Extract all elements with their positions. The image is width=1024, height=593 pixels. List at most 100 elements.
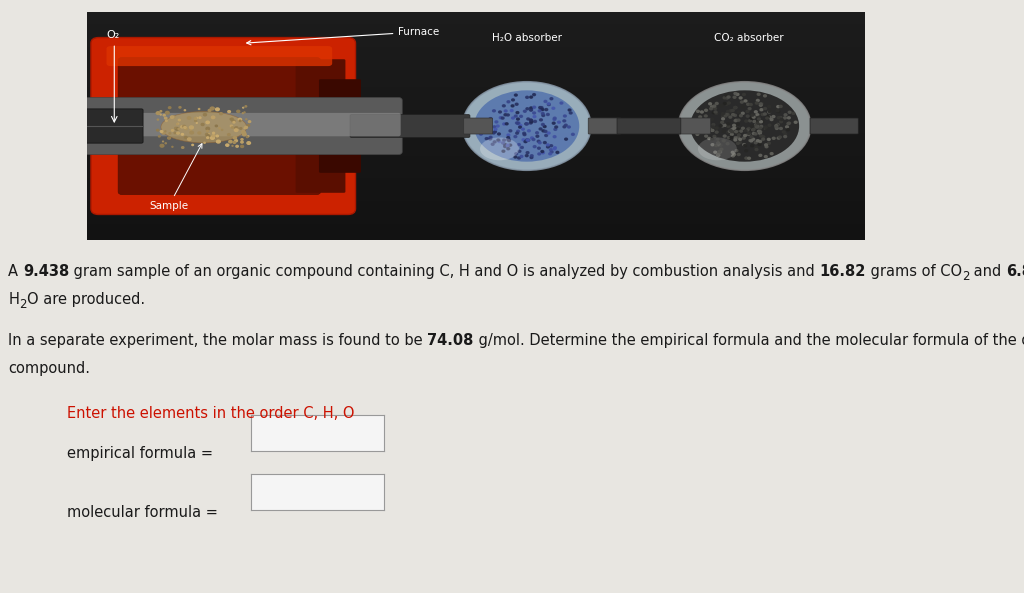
Circle shape [220, 113, 222, 114]
Text: 2: 2 [962, 270, 970, 283]
Circle shape [723, 97, 726, 99]
Circle shape [507, 101, 510, 103]
Text: 6.887: 6.887 [1007, 264, 1024, 279]
Circle shape [181, 146, 184, 148]
Bar [87, 103, 865, 109]
Circle shape [545, 109, 548, 111]
Circle shape [175, 127, 176, 128]
Circle shape [712, 123, 715, 126]
Bar [87, 234, 865, 240]
FancyBboxPatch shape [296, 59, 345, 193]
Circle shape [187, 138, 191, 141]
Circle shape [536, 135, 539, 137]
Circle shape [760, 104, 762, 106]
Bar [87, 23, 865, 29]
Circle shape [760, 125, 763, 127]
Circle shape [556, 151, 559, 154]
Circle shape [234, 127, 238, 129]
Bar [87, 92, 865, 97]
Circle shape [756, 126, 759, 127]
Circle shape [520, 155, 523, 158]
Circle shape [248, 136, 249, 137]
Circle shape [211, 116, 215, 119]
Circle shape [736, 93, 739, 95]
Circle shape [711, 118, 714, 120]
Circle shape [764, 127, 767, 129]
Circle shape [755, 142, 757, 144]
Circle shape [232, 122, 234, 123]
Circle shape [489, 117, 492, 120]
Circle shape [760, 135, 763, 137]
Circle shape [554, 128, 557, 130]
Bar [87, 109, 865, 114]
Circle shape [249, 121, 251, 123]
Circle shape [504, 144, 506, 145]
Circle shape [518, 150, 521, 152]
Circle shape [532, 139, 535, 141]
Circle shape [758, 116, 760, 119]
Circle shape [547, 146, 549, 148]
Circle shape [541, 108, 543, 110]
Circle shape [746, 103, 750, 106]
Circle shape [206, 133, 209, 136]
Circle shape [174, 132, 176, 133]
Circle shape [733, 114, 736, 116]
Circle shape [227, 111, 230, 113]
Text: O₂: O₂ [106, 30, 120, 40]
Circle shape [544, 100, 547, 103]
Circle shape [170, 116, 174, 119]
Bar [87, 166, 865, 172]
FancyBboxPatch shape [588, 118, 621, 134]
Circle shape [788, 111, 792, 113]
Ellipse shape [679, 82, 811, 170]
Text: A: A [8, 264, 23, 279]
Circle shape [547, 103, 550, 105]
Circle shape [508, 139, 511, 142]
Circle shape [195, 120, 197, 122]
Circle shape [775, 124, 778, 126]
Bar [87, 229, 865, 234]
Circle shape [736, 128, 739, 130]
Circle shape [784, 114, 786, 116]
Circle shape [202, 123, 204, 126]
Circle shape [759, 141, 762, 142]
Text: compound.: compound. [8, 361, 90, 375]
Circle shape [184, 136, 187, 138]
Text: 9.438: 9.438 [23, 264, 69, 279]
Circle shape [210, 107, 214, 110]
Circle shape [756, 126, 758, 128]
Bar [87, 114, 865, 120]
Circle shape [552, 122, 555, 124]
Circle shape [529, 109, 532, 111]
Circle shape [553, 117, 556, 119]
Circle shape [722, 118, 725, 120]
Circle shape [230, 117, 232, 118]
Circle shape [216, 135, 218, 137]
Circle shape [730, 133, 733, 135]
Circle shape [182, 125, 185, 127]
Circle shape [173, 116, 175, 117]
Circle shape [720, 148, 723, 150]
Circle shape [525, 139, 528, 141]
Circle shape [717, 142, 720, 144]
Circle shape [169, 107, 171, 109]
Circle shape [767, 116, 769, 117]
Circle shape [512, 99, 514, 101]
Circle shape [497, 125, 499, 127]
Circle shape [557, 121, 560, 123]
Circle shape [498, 133, 501, 135]
Circle shape [504, 145, 507, 148]
Circle shape [727, 132, 729, 133]
Circle shape [532, 112, 536, 114]
Circle shape [509, 130, 512, 132]
Bar [87, 132, 865, 138]
Circle shape [211, 136, 214, 139]
Circle shape [755, 124, 758, 126]
Circle shape [775, 125, 777, 127]
Circle shape [711, 129, 714, 131]
Text: 2: 2 [19, 298, 27, 311]
Circle shape [736, 132, 739, 134]
Circle shape [716, 127, 718, 129]
Circle shape [753, 132, 756, 135]
Circle shape [750, 136, 753, 138]
